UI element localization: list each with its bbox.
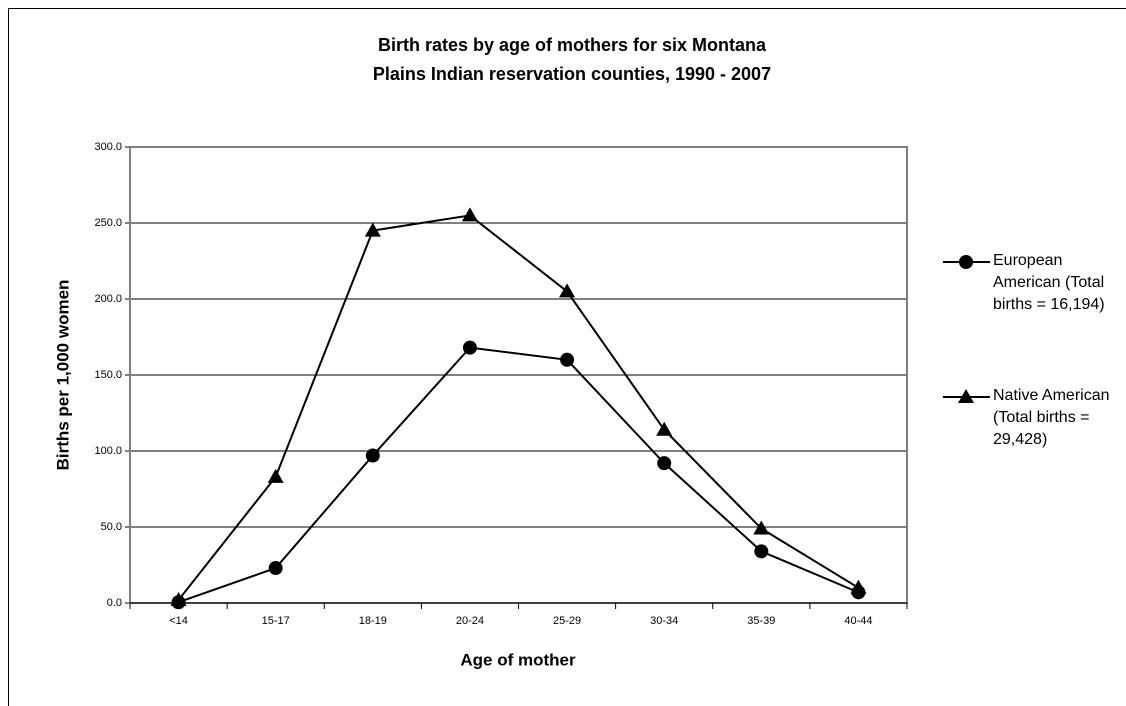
marker xyxy=(850,579,867,594)
y-tick-label: 50.0 xyxy=(101,521,122,533)
marker xyxy=(754,544,769,559)
marker xyxy=(267,468,284,483)
marker xyxy=(753,520,770,535)
marker xyxy=(560,352,575,367)
chart-title: Plains Indian reservation counties, 1990… xyxy=(373,64,771,84)
marker xyxy=(462,340,477,355)
x-tick-label: 30-34 xyxy=(650,615,678,627)
marker xyxy=(461,207,478,222)
marker xyxy=(365,448,380,463)
x-tick-label: 40-44 xyxy=(844,615,872,627)
legend-label: Native American (Total births = 29,428) xyxy=(993,387,1110,448)
x-tick-label: 25-29 xyxy=(553,615,581,627)
y-tick-label: 300.0 xyxy=(94,141,122,153)
marker xyxy=(657,456,672,471)
y-tick-label: 250.0 xyxy=(94,217,122,229)
marker xyxy=(958,389,974,403)
legend-label: European American (Total births = 16,194… xyxy=(993,252,1105,313)
chart-title: Birth rates by age of mothers for six Mo… xyxy=(378,35,767,55)
marker xyxy=(364,222,381,237)
x-tick-label: 20-24 xyxy=(456,615,484,627)
y-axis-label: Births per 1,000 women xyxy=(53,280,72,471)
marker xyxy=(559,283,576,298)
y-tick-label: 0.0 xyxy=(107,597,122,609)
x-axis-label: Age of mother xyxy=(460,650,576,669)
x-tick-label: <14 xyxy=(169,615,188,627)
series-line xyxy=(177,214,859,601)
x-tick-label: 35-39 xyxy=(747,615,775,627)
x-tick-label: 18-19 xyxy=(359,615,387,627)
series-line xyxy=(178,346,859,604)
x-tick-label: 15-17 xyxy=(262,615,290,627)
marker xyxy=(959,255,973,269)
y-tick-label: 200.0 xyxy=(94,293,122,305)
marker xyxy=(170,591,187,606)
y-tick-label: 100.0 xyxy=(94,445,122,457)
marker xyxy=(656,421,673,436)
marker xyxy=(268,561,283,576)
y-tick-label: 150.0 xyxy=(94,369,122,381)
